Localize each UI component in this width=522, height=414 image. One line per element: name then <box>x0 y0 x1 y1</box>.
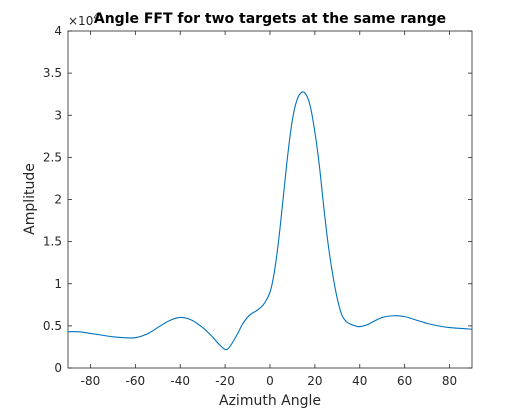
y-multiplier-label: ×104 <box>68 12 100 28</box>
ticks <box>68 30 472 369</box>
x-tick-labels: -80 -60 -40 -20 0 20 40 60 80 <box>81 374 458 388</box>
y-multiplier-base: ×10 <box>68 14 93 28</box>
plot-area <box>67 30 473 369</box>
x-tick-label: -80 <box>81 374 101 388</box>
x-tick-label: 0 <box>266 374 274 388</box>
y-tick-label: 1 <box>54 277 62 291</box>
x-axis-label: Azimuth Angle <box>219 393 321 409</box>
series-line <box>67 91 473 351</box>
y-tick-label: 0.5 <box>43 319 62 333</box>
y-tick-label: 4 <box>54 24 62 38</box>
x-tick-label: 60 <box>397 374 412 388</box>
x-tick-label: -60 <box>126 374 146 388</box>
x-tick-label: 20 <box>307 374 322 388</box>
x-tick-label: -40 <box>170 374 190 388</box>
y-tick-label: 0 <box>54 361 62 375</box>
x-tick-label: 40 <box>352 374 367 388</box>
y-axis-label: Amplitude <box>22 163 38 235</box>
y-tick-label: 3.5 <box>43 66 62 80</box>
x-tick-label: -20 <box>215 374 235 388</box>
y-tick-labels: 0 0.5 1 1.5 2 2.5 3 3.5 4 <box>43 24 62 375</box>
y-multiplier-exponent: 4 <box>93 12 99 23</box>
y-tick-label: 3 <box>54 108 62 122</box>
y-tick-label: 1.5 <box>43 235 62 249</box>
chart-title: Angle FFT for two targets at the same ra… <box>94 11 446 27</box>
y-tick-label: 2.5 <box>43 150 62 164</box>
x-tick-label: 80 <box>442 374 457 388</box>
y-tick-label: 2 <box>54 193 62 207</box>
